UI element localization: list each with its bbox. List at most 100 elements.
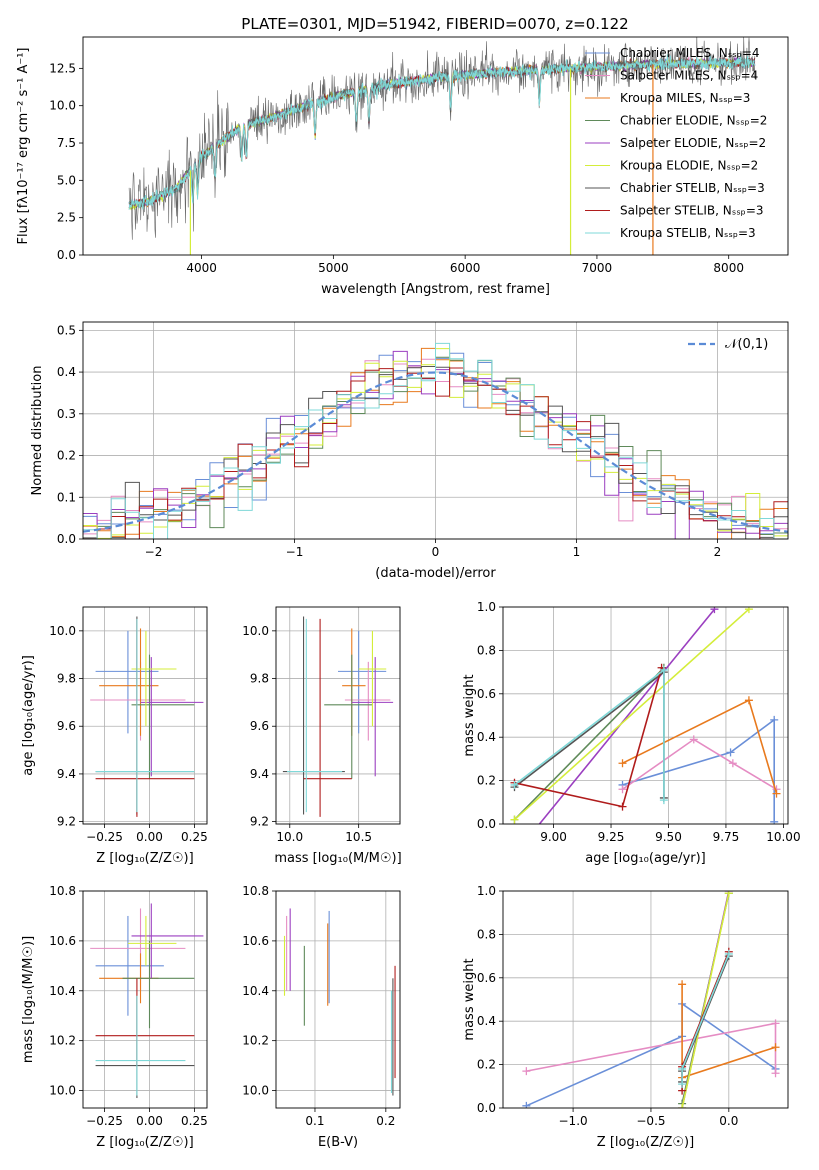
- y-tick-label: 10.0: [49, 99, 76, 113]
- model-spectrum-line: [128, 53, 756, 210]
- x-tick-label: −1: [286, 545, 304, 559]
- y-tick-label: 10.4: [49, 984, 76, 998]
- x-tick-label: 9.00: [540, 830, 567, 844]
- y-tick-label: 5.0: [57, 173, 76, 187]
- legend-label: Chabrier STELIB, Nₛₛₚ=3: [620, 181, 765, 195]
- y-axis-label: mass [log₁₀(M/M☉)]: [21, 936, 36, 1063]
- y-tick-label: 9.4: [57, 767, 76, 781]
- y-tick-label: 9.6: [250, 719, 269, 733]
- mass-weight-marker: [678, 1080, 687, 1089]
- mass-weight-marker: [728, 759, 737, 768]
- mass-weight-line: [622, 738, 777, 790]
- mass-weight-line: [622, 699, 778, 794]
- mass-weight-line: [622, 718, 776, 822]
- y-tick-label: 10.0: [49, 624, 76, 638]
- x-tick-label: −0.25: [86, 1114, 123, 1128]
- plot-area: [510, 607, 781, 839]
- mass-weight-marker: [770, 715, 779, 724]
- x-axis-label: Z [log₁₀(Z/Z☉)]: [96, 851, 193, 866]
- y-tick-label: 10.2: [242, 1034, 269, 1048]
- legend-label: Chabrier ELODIE, Nₛₛₚ=2: [620, 114, 767, 128]
- mass-weight-marker: [618, 759, 627, 768]
- legend: Chabrier MILES, Nₛₛₚ=4 Salpeter MILES, Nₛ…: [585, 46, 767, 240]
- x-axis-label: age [log₁₀(age/yr)]: [585, 851, 706, 866]
- plot-area: [283, 908, 396, 1096]
- y-tick-label: 0.8: [477, 927, 496, 941]
- plot-area: [90, 616, 204, 817]
- x-axis-label: mass [log₁₀(M/M☉)]: [274, 851, 401, 866]
- x-tick-label: 5000: [318, 261, 349, 275]
- y-tick-label: 1.0: [477, 600, 496, 614]
- y-tick-label: 0.4: [477, 1014, 496, 1028]
- axes-frame: [82, 890, 208, 1109]
- axes-frame: [82, 606, 208, 825]
- x-tick-label: 0.00: [136, 1114, 163, 1128]
- y-tick-label: 0.8: [477, 643, 496, 657]
- legend-label: Kroupa MILES, Nₛₛₚ=3: [620, 91, 750, 105]
- x-tick-label: 0.1: [305, 1114, 324, 1128]
- y-axis-label: mass weight: [462, 958, 477, 1040]
- mass-weight-marker: [710, 607, 719, 614]
- axes-frame: [82, 36, 789, 256]
- mass-weight-marker: [770, 817, 779, 824]
- legend-label: Kroupa STELIB, Nₛₛₚ=3: [620, 226, 756, 240]
- x-tick-label: 0.00: [136, 830, 163, 844]
- plot-area: [128, 37, 756, 255]
- legend-label: Kroupa ELODIE, Nₛₛₚ=2: [620, 159, 758, 173]
- x-tick-label: 4000: [186, 261, 217, 275]
- mass-weight-marker: [724, 949, 733, 958]
- x-tick-label: 2: [714, 545, 722, 559]
- axes-frame: [82, 321, 789, 540]
- y-tick-label: 9.8: [57, 672, 76, 686]
- axes-frame: [502, 606, 789, 825]
- x-tick-label: 9.75: [713, 830, 740, 844]
- y-axis-label: mass weight: [462, 674, 477, 756]
- x-tick-label: 6000: [450, 261, 481, 275]
- plot-area: [90, 903, 204, 1099]
- y-tick-label: 0.6: [477, 687, 496, 701]
- legend-label: Chabrier MILES, Nₛₛₚ=4: [620, 46, 760, 60]
- x-tick-label: 10.00: [766, 830, 800, 844]
- y-tick-label: 10.8: [49, 884, 76, 898]
- y-tick-label: 0.3: [57, 407, 76, 421]
- y-tick-label: 10.4: [242, 984, 269, 998]
- mass-weight-marker: [772, 789, 781, 798]
- x-tick-label: 8000: [713, 261, 744, 275]
- y-tick-label: 0.6: [477, 971, 496, 985]
- figure-title: PLATE=0301, MJD=51942, FIBERID=0070, z=0…: [241, 15, 628, 33]
- y-tick-label: 0.2: [57, 449, 76, 463]
- y-tick-label: 10.6: [49, 934, 76, 948]
- y-tick-label: 10.0: [49, 1084, 76, 1098]
- axes-frame: [275, 606, 401, 825]
- x-tick-label: −2: [145, 545, 163, 559]
- y-axis-label: age [log₁₀(age/yr)]: [21, 655, 36, 776]
- histogram-step: [83, 367, 788, 539]
- panel-massweight-vs-age: 9.00 9.25 9.50 9.75 10.00 0.0 0.2 0.4 0.6 0.8 1.0 a…: [462, 600, 801, 866]
- mass-weight-marker: [527, 831, 535, 839]
- y-tick-label: 9.8: [250, 672, 269, 686]
- y-tick-label: 9.4: [250, 767, 269, 781]
- axes-frame: [502, 890, 789, 1109]
- mass-weight-line: [513, 608, 750, 821]
- mass-weight-marker: [510, 815, 519, 824]
- x-tick-label: 1: [573, 545, 581, 559]
- y-tick-label: 10.2: [49, 1034, 76, 1048]
- x-tick-label: 0.25: [181, 1114, 208, 1128]
- plot-area: [522, 891, 780, 1108]
- x-tick-label: −1.0: [559, 1114, 588, 1128]
- x-axis-label: Z [log₁₀(Z/Z☉)]: [96, 1135, 193, 1150]
- panel-age-vs-mass: 10.0 10.5 9.2 9.4 9.6 9.8 10.0 mass [log₁₀(M/M☉…: [242, 606, 402, 866]
- y-tick-label: 2.5: [57, 211, 76, 225]
- legend-label: Salpeter STELIB, Nₛₛₚ=3: [620, 204, 764, 218]
- y-tick-label: 0.1: [57, 490, 76, 504]
- y-tick-label: 0.2: [477, 774, 496, 788]
- x-tick-label: −0.25: [86, 830, 123, 844]
- y-tick-label: 0.5: [57, 323, 76, 337]
- mass-weight-marker: [678, 1104, 687, 1108]
- mass-weight-marker: [522, 1067, 531, 1076]
- y-tick-label: 10.0: [242, 624, 269, 638]
- y-tick-label: 9.6: [57, 719, 76, 733]
- x-tick-label: 0.2: [376, 1114, 395, 1128]
- mass-weight-marker: [618, 802, 627, 811]
- x-tick-label: 0: [432, 545, 440, 559]
